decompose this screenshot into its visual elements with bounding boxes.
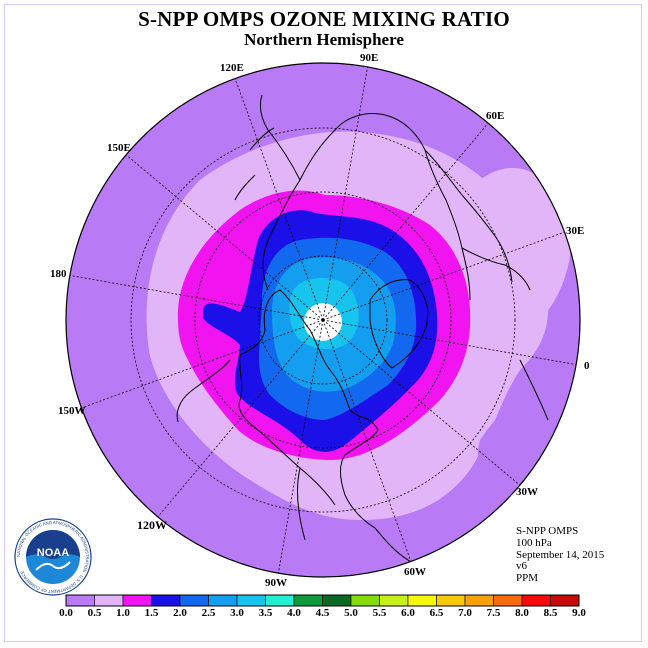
colorbar-tick-labels: 0.0 0.5 1.0 1.5 2.0 2.5 3.0 3.5 4.0 4.5 5.0 5.5 6.0 6…	[0, 607, 648, 621]
colorbar-tick-label: 0.0	[59, 607, 73, 619]
lon-label-60e: 60E	[486, 110, 505, 122]
colorbar-tick-label: 2.0	[173, 607, 187, 619]
meridian-line	[125, 154, 324, 321]
chart-subtitle: Northern Hemisphere	[244, 30, 404, 49]
lon-label-0: 0	[584, 360, 590, 372]
meridian-line	[322, 319, 521, 486]
colorbar-tick-label: 5.5	[372, 607, 387, 619]
info-instrument: S-NPP OMPS	[516, 525, 579, 537]
meridian-line	[322, 122, 489, 321]
meridian-line	[322, 319, 577, 366]
coastlines	[176, 94, 549, 577]
figure-frame	[4, 4, 642, 642]
colorbar-tick-label: 1.5	[144, 607, 159, 619]
dataset-info: S-NPP OMPS 100 hPa September 14, 2015 v6…	[516, 525, 605, 585]
lon-label-150w: 150W	[58, 405, 86, 417]
meridian-line	[157, 319, 324, 518]
meridian-line	[322, 231, 565, 321]
chart-title: S-NPP OMPS OZONE MIXING RATIO	[138, 7, 510, 31]
colorbar-tick-label: 4.0	[287, 607, 301, 619]
lon-label-90e: 90E	[360, 52, 379, 64]
lon-label-150e: 150E	[107, 142, 131, 154]
noaa-logo: NOAA NATIONAL OCEANIC AND ATMOSPHERIC AD…	[14, 518, 92, 596]
colorbar-tick-label: 1.0	[116, 607, 130, 619]
lon-label-120e: 120E	[220, 62, 244, 74]
colorbar-tick-label: 2.5	[201, 607, 216, 619]
meridian-line	[81, 319, 324, 409]
colorbar-tick-label: 9.0	[572, 607, 586, 619]
lon-label-90w: 90W	[265, 577, 287, 589]
colorbar-tick-label: 6.0	[401, 607, 415, 619]
colorbar-tick-label: 4.5	[315, 607, 330, 619]
lon-label-30w: 30W	[516, 486, 538, 498]
info-version: v6	[516, 560, 527, 573]
meridian-line	[234, 78, 324, 321]
info-date: September 14, 2015	[516, 548, 605, 561]
lon-label-120w: 120W	[137, 518, 167, 532]
lon-label-30e: 30E	[566, 225, 585, 237]
info-units: PPM	[516, 572, 539, 585]
colorbar-tick-label: 8.5	[543, 607, 558, 619]
meridian-line	[277, 319, 324, 574]
colorbar-tick-label: 3.0	[230, 607, 244, 619]
meridian-line	[69, 274, 324, 321]
colorbar-tick-label: 6.5	[429, 607, 444, 619]
lon-label-180: 180	[50, 268, 67, 280]
lon-label-60w: 60W	[404, 566, 426, 578]
map-boundary	[65, 62, 581, 578]
colorbar-tick-label: 7.5	[486, 607, 501, 619]
colorbar-tick-label: 8.0	[515, 607, 529, 619]
colorbar-tick-label: 0.5	[87, 607, 102, 619]
colorbar-tick-label: 5.0	[344, 607, 358, 619]
colorbar-tick-label: 3.5	[258, 607, 273, 619]
info-level: 100 hPa	[516, 536, 552, 549]
meridian-line	[322, 66, 369, 321]
noaa-logo-text: NOAA	[37, 547, 69, 559]
colorbar-tick-label: 7.0	[458, 607, 472, 619]
